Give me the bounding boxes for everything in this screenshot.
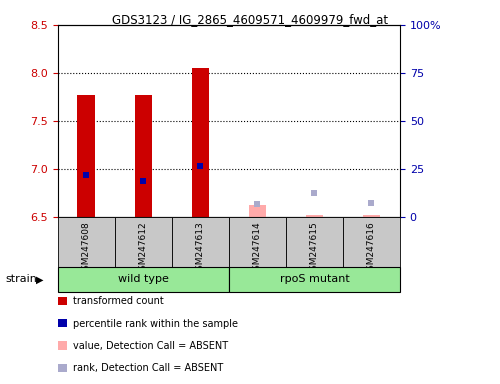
Bar — [134, 95, 152, 217]
Bar — [78, 95, 94, 217]
Text: GDS3123 / IG_2865_4609571_4609979_fwd_at: GDS3123 / IG_2865_4609571_4609979_fwd_at — [112, 13, 388, 26]
Bar — [58, 217, 114, 267]
Bar — [114, 217, 172, 267]
Text: wild type: wild type — [118, 274, 168, 285]
Text: GSM247613: GSM247613 — [196, 221, 204, 276]
Bar — [58, 297, 68, 305]
Text: GSM247612: GSM247612 — [138, 221, 147, 276]
Bar — [192, 68, 209, 217]
Bar — [58, 341, 68, 349]
Text: GSM247608: GSM247608 — [82, 221, 90, 276]
Bar — [343, 217, 400, 267]
Bar — [286, 217, 343, 267]
Text: GSM247616: GSM247616 — [367, 221, 376, 276]
Bar — [172, 217, 229, 267]
Text: strain: strain — [5, 274, 37, 285]
Bar — [58, 267, 229, 292]
Text: value, Detection Call = ABSENT: value, Detection Call = ABSENT — [72, 341, 228, 351]
Text: transformed count: transformed count — [72, 296, 163, 306]
Text: rpoS mutant: rpoS mutant — [280, 274, 349, 285]
Bar — [229, 267, 400, 292]
Text: GSM247614: GSM247614 — [253, 221, 262, 276]
Bar — [363, 215, 380, 217]
Text: percentile rank within the sample: percentile rank within the sample — [72, 319, 237, 329]
Text: rank, Detection Call = ABSENT: rank, Detection Call = ABSENT — [72, 363, 223, 373]
Bar — [229, 217, 286, 267]
Text: ▶: ▶ — [36, 274, 44, 285]
Bar — [58, 364, 68, 372]
Bar — [248, 205, 266, 217]
Bar — [306, 215, 323, 217]
Bar — [58, 319, 68, 327]
Text: GSM247615: GSM247615 — [310, 221, 319, 276]
